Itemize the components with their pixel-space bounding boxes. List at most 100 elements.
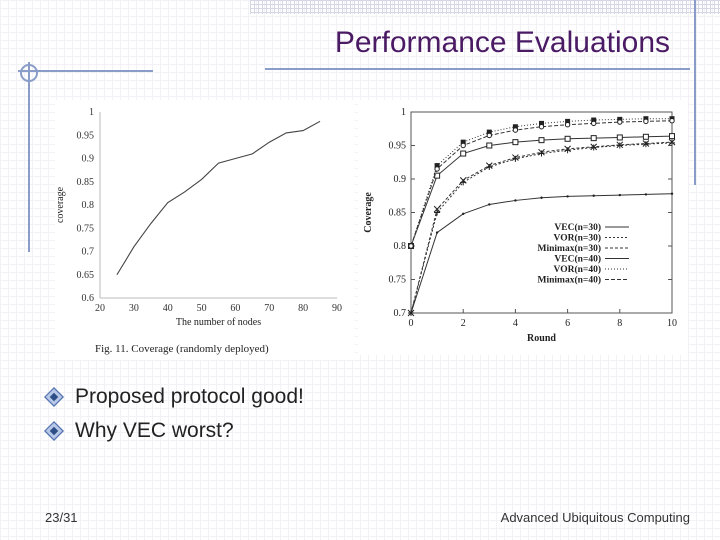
legend-label: VOR(n=40) [554, 264, 601, 275]
x-tick-label: 70 [264, 303, 274, 314]
series-point [644, 193, 648, 196]
series-point [540, 196, 543, 199]
diamond-bullet-icon [44, 387, 64, 407]
y-tick-label: 0.8 [394, 241, 407, 252]
bullet-text: Proposed protocol good! [75, 385, 304, 408]
series-point [459, 176, 467, 184]
series-point [488, 203, 491, 206]
series-point [486, 132, 493, 139]
series-point [564, 135, 571, 142]
series-point [407, 309, 415, 317]
y-tick-label: 0.8 [82, 200, 95, 211]
series-point [485, 162, 493, 169]
y-tick-label: 0.75 [389, 275, 407, 286]
x-tick-label: 8 [617, 318, 622, 329]
y-tick-label: 0.65 [77, 270, 95, 281]
series-point [435, 231, 439, 234]
series-point [512, 127, 519, 133]
series-point [434, 163, 440, 169]
series-point [592, 194, 595, 197]
legend-label: VEC(n=30) [554, 222, 601, 233]
series-point [643, 118, 649, 125]
page-number: 23/31 [45, 510, 78, 525]
decor-vertical-line [28, 62, 30, 252]
y-tick-label: 0.6 [82, 293, 95, 304]
x-axis-label: The number of nodes [176, 317, 261, 328]
series-line-6 [410, 120, 673, 247]
series-point [460, 142, 466, 149]
chart-left-svg: 0.6 0.65 0.7 0.75 0.8 0.85 0.9 0.95 1 20 30 40 50 60 7… [55, 107, 342, 355]
series-point [591, 117, 597, 123]
series-point [486, 129, 492, 135]
series-point [669, 133, 675, 140]
decor-right-line [694, 0, 696, 185]
decor-horizontal-line [18, 70, 153, 72]
top-pattern-band [250, 0, 720, 14]
series-point [564, 147, 571, 154]
series-point [408, 243, 414, 249]
x-tick-label: 6 [565, 318, 570, 329]
chart-left: 0.6 0.65 0.7 0.75 0.8 0.85 0.9 0.95 1 20 30 40 50 60 7… [55, 100, 355, 360]
series-point [642, 140, 650, 147]
series-point [539, 120, 544, 126]
series-point [434, 166, 440, 172]
footer-text: Advanced Ubiquitous Computing [500, 510, 690, 525]
y-tick-label: 0.85 [77, 177, 95, 188]
y-tick-label: 0.85 [389, 208, 407, 219]
series-line-2 [410, 142, 673, 314]
series-point [538, 124, 545, 130]
series-point [590, 143, 598, 151]
series-point [616, 134, 623, 141]
series-point [617, 119, 623, 125]
series-point [668, 138, 676, 146]
title-underline [265, 68, 690, 70]
decor-circle [20, 64, 38, 82]
series-point [590, 135, 597, 142]
series-point [512, 154, 519, 161]
x-tick-label: 4 [513, 318, 518, 329]
series-point [538, 148, 545, 156]
x-axis-label: Round [527, 333, 556, 344]
x-tick-label: 0 [409, 318, 414, 329]
y-axis-label: coverage [55, 186, 66, 223]
bullet-list: Proposed protocol good! Why VEC worst? [44, 382, 304, 450]
diamond-bullet-icon [44, 421, 64, 441]
y-tick-label: 1 [401, 107, 406, 118]
legend-label: VEC(n=40) [554, 254, 601, 265]
bullet-text: Why VEC worst? [75, 419, 234, 442]
y-axis-label: Coverage [363, 192, 374, 233]
coverage-series-line [116, 120, 321, 276]
x-tick-label: 20 [95, 303, 105, 314]
x-tick-label: 40 [163, 303, 173, 314]
y-tick-label: 0.7 [394, 308, 407, 319]
x-tick-label: 2 [461, 318, 466, 329]
y-tick-label: 0.75 [77, 223, 95, 234]
series-point [565, 118, 571, 124]
series-point [512, 124, 518, 130]
series-point [460, 150, 467, 157]
series-point [486, 163, 493, 170]
series-point [512, 139, 519, 146]
chart-caption: Fig. 11. Coverage (randomly deployed) [95, 343, 269, 355]
series-point [616, 141, 624, 149]
bullet-item: Proposed protocol good! [44, 382, 304, 412]
series-point [460, 139, 466, 145]
series-point [538, 137, 545, 144]
y-tick-label: 0.7 [82, 247, 95, 258]
series-point [670, 192, 674, 195]
x-tick-label: 80 [298, 303, 308, 314]
series-point [642, 133, 649, 140]
y-tick-label: 0.9 [82, 154, 95, 165]
y-tick-label: 1 [89, 107, 94, 118]
series-line-3 [410, 141, 673, 314]
series-point [669, 118, 675, 124]
x-tick-label: 90 [332, 303, 342, 314]
x-tick-label: 10 [667, 318, 677, 329]
series-point [433, 205, 441, 213]
legend-label: Minimax(n=30) [538, 243, 601, 254]
chart-right: 0.7 0.75 0.8 0.85 0.9 0.95 1 0 2 4 6 8 10 VEC(n=30) VO… [358, 100, 688, 355]
x-tick-label: 60 [230, 303, 240, 314]
series-point [566, 195, 569, 198]
x-tick-label: 30 [129, 303, 139, 314]
